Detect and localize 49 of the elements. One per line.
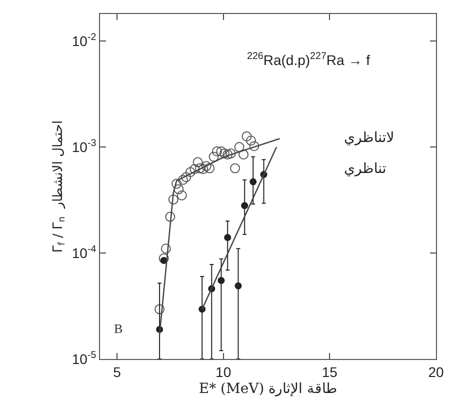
point (250, 178, 257, 186)
point (230, 163, 240, 174)
point (168, 194, 178, 204)
point (242, 131, 252, 142)
annotation: B (114, 321, 123, 336)
point (190, 164, 200, 174)
point (222, 150, 233, 160)
y-tick-label: 10$^{-3}$ (72, 138, 97, 155)
point (226, 148, 236, 158)
point (185, 167, 196, 178)
text: لاتناظري (344, 130, 394, 146)
x-tick-label: 10 (216, 364, 232, 380)
point (174, 184, 184, 194)
text: تناظري (344, 161, 386, 177)
point (208, 152, 219, 162)
point (172, 178, 182, 189)
point (238, 150, 249, 160)
x-tick-label: 20 (428, 364, 444, 380)
point (246, 136, 256, 146)
point (181, 172, 192, 182)
text: $^{226}$Ra(d.p)$^{227}$Ra → f (247, 51, 370, 68)
point (160, 244, 171, 254)
x-tick-label: 15 (322, 364, 338, 380)
point (192, 157, 203, 168)
point (198, 164, 208, 174)
point (216, 146, 226, 156)
point (234, 282, 242, 290)
point (194, 163, 205, 174)
y-tick-label: 10$^{-2}$ (72, 32, 96, 49)
point (234, 142, 244, 152)
point (176, 190, 187, 200)
point (224, 234, 232, 242)
point (154, 304, 165, 314)
x-tick-label: 5 (113, 364, 122, 380)
point (165, 212, 176, 222)
x-axis-title: E* (MeV) طاقة الإثارة (198, 381, 338, 398)
line-series (158, 138, 280, 336)
point (241, 202, 248, 210)
point (218, 277, 225, 284)
point (178, 174, 188, 185)
y-tick-label: 10$^{-4}$ (72, 244, 97, 261)
point (160, 257, 168, 264)
point (212, 146, 222, 156)
point (219, 148, 230, 158)
point (204, 163, 215, 174)
y-tick-label: 10$^{-5}$ (72, 350, 97, 367)
point (158, 253, 169, 264)
point (249, 141, 260, 152)
point (201, 161, 212, 172)
